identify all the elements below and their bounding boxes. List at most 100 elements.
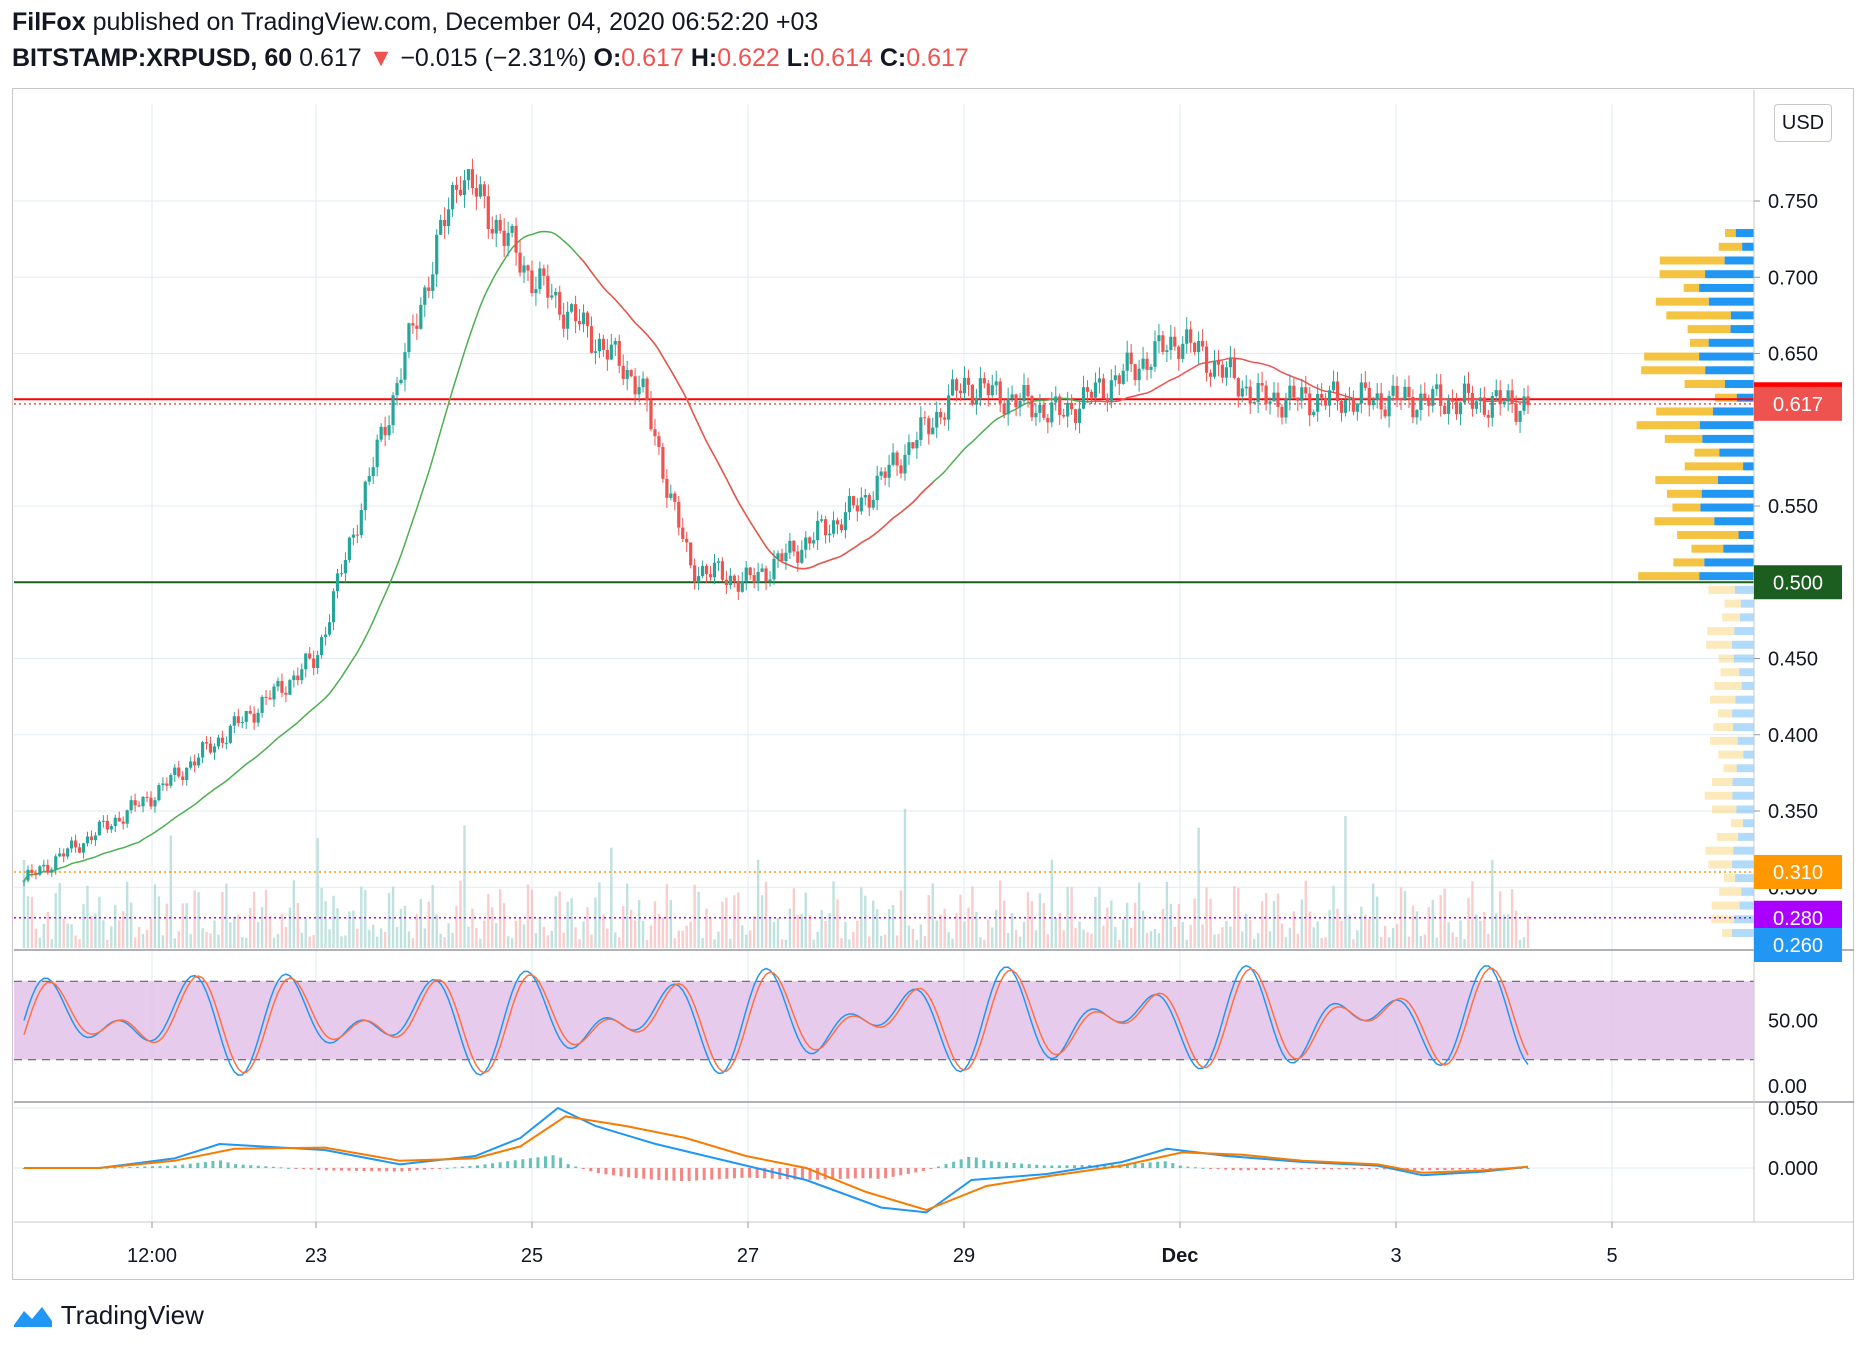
vp-buy-36: [1664, 434, 1703, 443]
volume-bar-233: [947, 932, 950, 948]
volume-bar-331: [1336, 908, 1339, 948]
volume-bar-364: [1467, 897, 1470, 948]
candle-body-267: [1081, 387, 1086, 409]
candle-4: [38, 865, 42, 877]
chart-frame[interactable]: [12, 88, 1854, 1280]
author-name[interactable]: FilFox: [12, 8, 86, 36]
candle-110: [458, 176, 463, 197]
volume-bar-117: [487, 893, 490, 948]
candle-body-347: [1399, 399, 1403, 401]
candle-96: [403, 342, 407, 392]
candle-126: [522, 256, 526, 283]
symbol-name[interactable]: BITSTAMP:XRPUSD, 60: [12, 44, 293, 72]
tradingview-brand[interactable]: TradingView: [12, 1300, 204, 1331]
badge-label-2: 0.500: [1773, 572, 1823, 594]
macd-hist-128: [989, 1161, 993, 1168]
candle-body-208: [847, 496, 852, 513]
candle-body-244: [990, 385, 994, 396]
time-tick-label-1: 23: [305, 1245, 327, 1267]
volume-bar-11: [66, 923, 69, 948]
candle-264: [1070, 394, 1074, 415]
candle-67: [288, 678, 292, 696]
candle-136: [562, 302, 566, 338]
candle-body-102: [427, 287, 431, 291]
candle-152: [625, 360, 629, 391]
volume-bar-151: [622, 906, 625, 948]
vp-sell-34: [1743, 462, 1754, 471]
candle-body-165: [677, 501, 681, 528]
candle-body-78: [331, 591, 336, 623]
macd-hist-60: [475, 1165, 479, 1168]
candle-body-106: [443, 219, 447, 227]
candle-body-110: [458, 189, 463, 195]
badge-label-1: 0.617: [1773, 394, 1823, 416]
candle-369: [1486, 409, 1490, 428]
currency-button[interactable]: USD: [1774, 104, 1832, 142]
time-tick-label-6: 3: [1390, 1245, 1401, 1267]
volume-bar-172: [705, 908, 708, 948]
candle-32: [149, 791, 153, 810]
volume-bar-33: [153, 884, 157, 948]
vp-buy-8: [1730, 819, 1743, 828]
volume-bar-258: [1046, 934, 1050, 948]
candle-body-52: [228, 725, 232, 743]
candle-body-337: [1359, 382, 1363, 404]
candle-body-327: [1320, 393, 1324, 398]
price-tick-label-3: 0.550: [1768, 496, 1818, 518]
candle-body-317: [1280, 406, 1284, 418]
vp-sell-20: [1733, 654, 1754, 663]
candle-119: [494, 214, 498, 247]
volume-bar-116: [483, 920, 486, 948]
volume-bar-213: [868, 936, 871, 948]
volume-bar-31: [145, 929, 149, 948]
macd-hist-76: [596, 1168, 600, 1174]
candle-108: [450, 181, 455, 217]
candle-275: [1113, 365, 1117, 387]
volume-bar-6: [46, 911, 50, 948]
candle-43: [193, 754, 197, 773]
macd-hist-87: [680, 1168, 684, 1182]
macd-hist-109: [846, 1168, 850, 1179]
candle-body-90: [379, 426, 383, 440]
volume-bar-139: [574, 927, 577, 948]
volume-bar-322: [1300, 899, 1304, 948]
volume-bar-156: [641, 920, 645, 948]
candle-body-1: [26, 869, 30, 881]
candle-81: [343, 552, 348, 583]
macd-hist-62: [491, 1163, 495, 1168]
candle-190: [776, 550, 780, 568]
macd-hist-107: [831, 1168, 835, 1180]
candle-body-194: [792, 540, 796, 552]
candle-body-163: [669, 493, 673, 498]
candle-body-226: [919, 417, 923, 440]
candle-295: [1193, 341, 1197, 356]
volume-bar-285: [1153, 928, 1157, 948]
rsi-tick-label-1: 50.00: [1768, 1011, 1818, 1033]
candle-body-357: [1439, 384, 1443, 406]
macd-hist-11: [105, 1167, 109, 1169]
volume-bar-59: [256, 922, 260, 948]
macd-hist-71: [559, 1157, 563, 1168]
macd-hist-148: [1141, 1162, 1145, 1168]
candle-body-162: [665, 478, 669, 498]
volume-bar-141: [582, 921, 585, 948]
candle-body-359: [1447, 400, 1451, 414]
candle-298: [1204, 340, 1209, 382]
candle-body-304: [1228, 357, 1232, 368]
vp-buy-18: [1714, 681, 1742, 690]
publish-date: published on TradingView.com, December 0…: [92, 8, 819, 36]
candle-body-211: [859, 497, 863, 512]
candle-body-215: [875, 475, 879, 500]
volume-bar-159: [653, 901, 657, 948]
volume-bar-215: [875, 909, 879, 948]
volume-bar-182: [745, 934, 748, 948]
volume-bar-38: [173, 938, 176, 948]
candle-body-219: [891, 452, 895, 465]
candle-266: [1077, 400, 1082, 434]
vp-sell-4: [1735, 874, 1754, 883]
vp-sell-19: [1739, 668, 1754, 677]
macd-hist-122: [944, 1164, 948, 1168]
candle-228: [927, 415, 931, 445]
candle-104: [435, 229, 439, 287]
